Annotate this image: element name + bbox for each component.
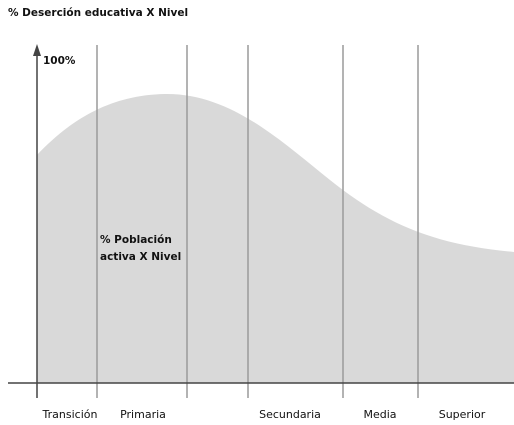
y-axis-arrow bbox=[33, 44, 41, 56]
level-label: Primaria bbox=[120, 408, 166, 421]
y-axis-label: 100% bbox=[43, 55, 76, 67]
title: % Deserción educativa X Nivel bbox=[8, 7, 188, 19]
level-label: Transición bbox=[42, 408, 98, 421]
level-label: Superior bbox=[439, 408, 486, 421]
level-label: Secundaria bbox=[259, 408, 321, 421]
population-area bbox=[37, 93, 514, 383]
level-dividers bbox=[96, 45, 419, 398]
area-label: activa X Nivel bbox=[100, 251, 181, 263]
level-label: Media bbox=[363, 408, 396, 421]
area-label: % Población bbox=[100, 234, 172, 246]
